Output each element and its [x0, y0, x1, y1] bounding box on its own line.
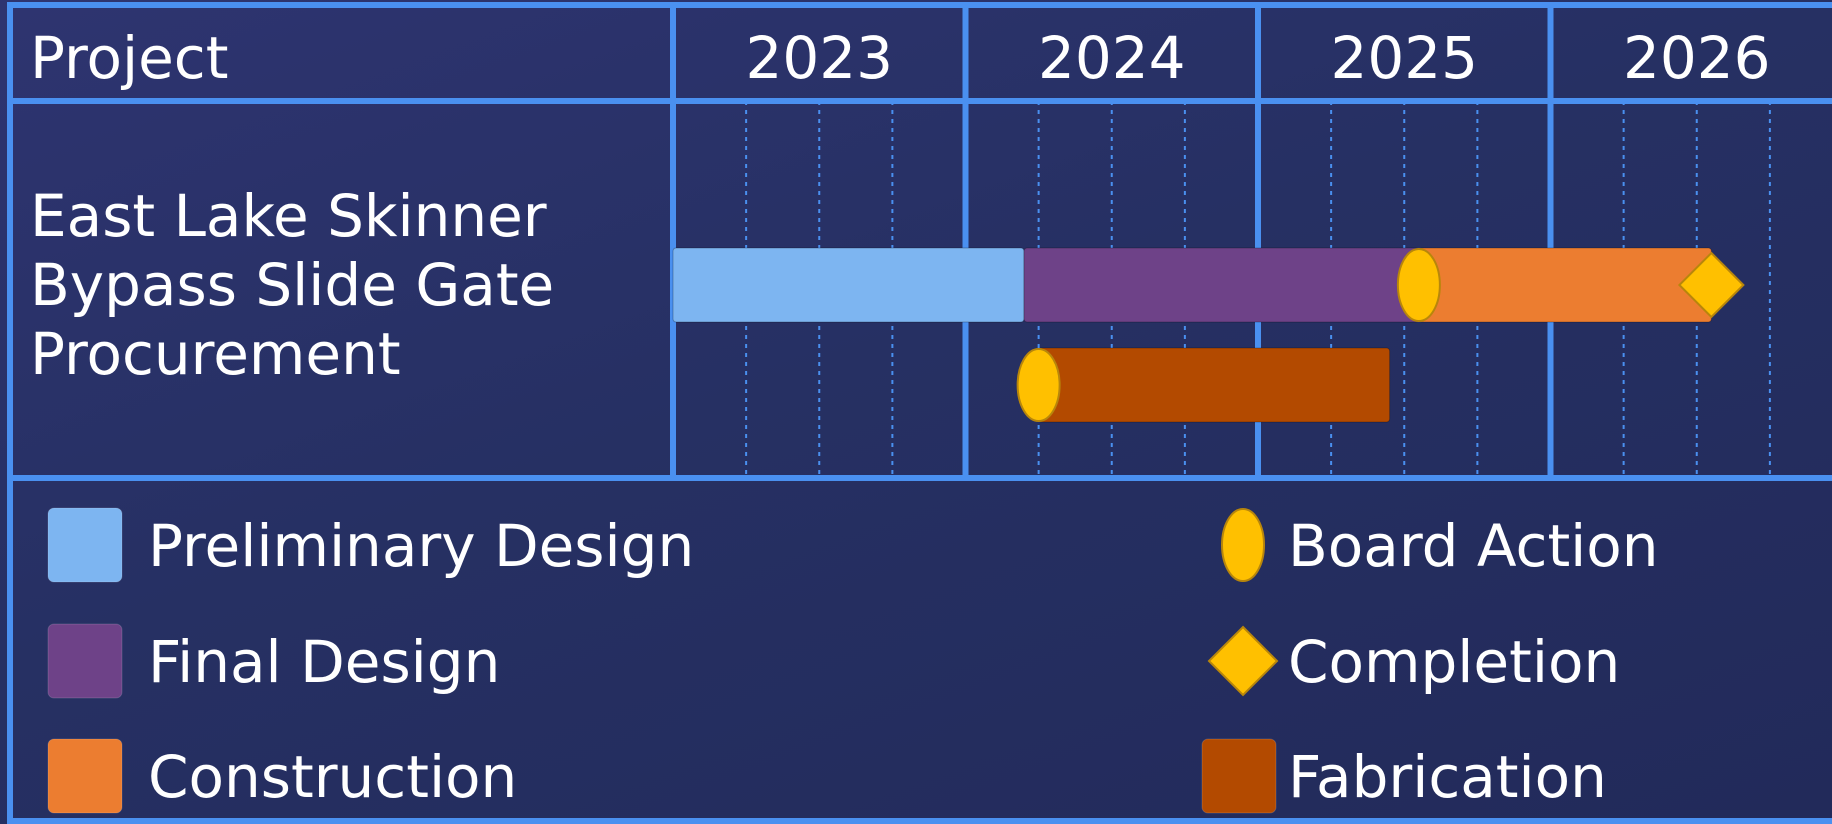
completion-marker — [1677, 251, 1745, 319]
task-bar-final-design — [1023, 247, 1420, 323]
legend-label-fabrication: Fabrication — [1288, 743, 1607, 811]
year-header-2023: 2023 — [745, 24, 893, 92]
task-bar-fabrication — [1038, 347, 1391, 423]
year-header-2026: 2026 — [1623, 24, 1771, 92]
legend-swatch-fabrication — [1201, 738, 1277, 814]
project-name-line-3: Procurement — [30, 320, 401, 388]
year-headers: 2023 2024 2025 2026 — [745, 24, 1770, 92]
legend-swatch-preliminary-design — [47, 507, 123, 583]
milestone-markers — [1016, 248, 1745, 422]
year-header-2024: 2024 — [1038, 24, 1186, 92]
project-column-header: Project — [30, 24, 228, 92]
task-bar-preliminary-design — [672, 247, 1025, 323]
task-bars — [672, 247, 1712, 423]
legend-label-construction: Construction — [148, 743, 517, 811]
legend-label-completion: Completion — [1288, 628, 1620, 696]
project-name-line-1: East Lake Skinner — [30, 182, 547, 250]
legend-swatch-completion — [1207, 625, 1279, 697]
year-header-2025: 2025 — [1330, 24, 1478, 92]
board-action-marker — [1396, 248, 1441, 322]
project-name: East Lake Skinner Bypass Slide Gate Proc… — [30, 182, 554, 388]
legend: Preliminary Design Final Design Constructi… — [47, 507, 1659, 814]
outer-border — [7, 2, 1832, 824]
legend-swatch-final-design — [47, 623, 123, 699]
task-bar-construction — [1418, 247, 1712, 323]
legend-swatch-construction — [47, 738, 123, 814]
legend-label-final-design: Final Design — [148, 628, 500, 696]
legend-swatch-board-action — [1221, 508, 1265, 582]
table-frame — [7, 2, 1832, 824]
board-action-marker — [1016, 348, 1061, 422]
legend-label-preliminary-design: Preliminary Design — [148, 512, 694, 580]
project-name-line-2: Bypass Slide Gate — [30, 251, 554, 319]
legend-label-board-action: Board Action — [1288, 512, 1659, 580]
